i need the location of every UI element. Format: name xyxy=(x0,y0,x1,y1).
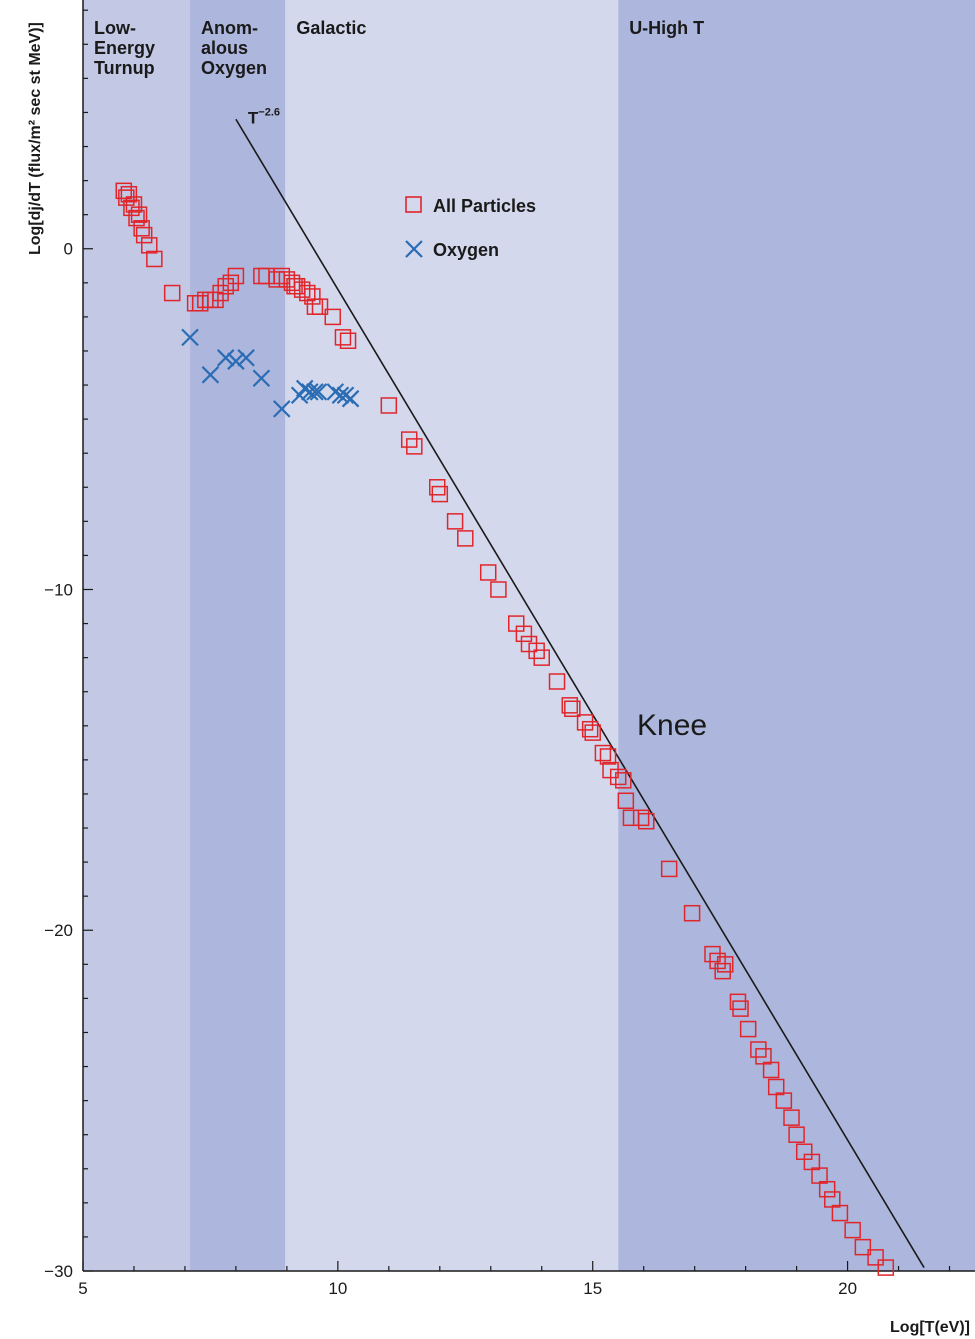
all-particles-point xyxy=(217,277,234,295)
all-particles-point xyxy=(637,812,655,830)
all-particles-point xyxy=(135,226,153,244)
all-particles-point xyxy=(581,720,599,738)
oxygen-point xyxy=(309,383,328,401)
region-labels: Low-Energy Turnup Anom-alous Oxygen Galactic… xyxy=(94,18,704,78)
all-particles-point xyxy=(125,196,143,213)
all-particles-point xyxy=(584,724,601,741)
all-particles-point xyxy=(599,748,617,765)
all-particles-point xyxy=(783,1109,800,1126)
all-particles-point xyxy=(533,649,550,666)
all-particles-point xyxy=(660,860,678,878)
y-tick-label: 0 xyxy=(64,240,73,259)
all-particles-point xyxy=(548,673,566,690)
y-axis-ticks: 0 −10 −20 −30 xyxy=(44,9,93,1281)
region-band-galactic xyxy=(285,0,619,1271)
all-particles-point xyxy=(788,1126,805,1143)
all-particles-point xyxy=(739,1020,757,1038)
all-particles-point xyxy=(457,530,474,547)
all-particles-point xyxy=(775,1092,793,1109)
region-band-u-high-t xyxy=(618,0,975,1271)
all-particles-point xyxy=(844,1221,861,1239)
all-particles-point xyxy=(683,904,701,922)
all-particles-point xyxy=(564,700,581,718)
oxygen-point xyxy=(181,328,199,347)
all-particles-point xyxy=(120,185,138,203)
all-particles-point xyxy=(146,250,163,268)
oxygen-point xyxy=(295,379,314,398)
all-particles-point xyxy=(617,792,635,810)
all-particles-point xyxy=(130,206,148,223)
power-law-label: T−2.6 xyxy=(248,106,280,127)
all-particles-point xyxy=(324,308,342,326)
all-particles-point xyxy=(818,1180,836,1198)
all-particles-point xyxy=(446,513,464,530)
x-tick-label: 15 xyxy=(583,1279,602,1298)
oxygen-point xyxy=(273,400,291,418)
all-particles-point xyxy=(561,697,579,714)
all-particles-point xyxy=(128,209,145,227)
oxygen-point xyxy=(331,386,350,405)
legend-label-all-particles: All Particles xyxy=(433,196,536,216)
power-law-base: T xyxy=(248,108,259,127)
region-band-anom-alous-oxygen xyxy=(190,0,286,1271)
x-axis-ticks: 5 10 15 20 xyxy=(78,1261,951,1298)
x-tick-label: 10 xyxy=(328,1279,347,1298)
x-axis-title: Log[T(eV)] xyxy=(890,1319,970,1336)
x-tick-label: 20 xyxy=(838,1279,857,1298)
all-particles-point xyxy=(431,485,449,503)
oxygen-point xyxy=(341,389,360,408)
x-tick-label: 5 xyxy=(78,1279,87,1298)
all-particles-point xyxy=(716,956,734,973)
all-particles-point xyxy=(163,284,181,302)
series-all-particles xyxy=(115,182,895,1276)
all-particles-point xyxy=(732,1000,749,1017)
oxygen-point xyxy=(336,386,355,405)
all-particles-point xyxy=(227,267,245,285)
oxygen-point xyxy=(252,369,271,388)
region-label-galactic: Galactic xyxy=(296,18,366,38)
all-particles-point xyxy=(877,1259,895,1276)
all-particles-point xyxy=(339,332,357,350)
all-particles-point xyxy=(141,237,158,254)
all-particles-point xyxy=(867,1249,884,1266)
series-oxygen xyxy=(181,328,360,418)
region-label-low-energy-turnup: Low-Energy Turnup xyxy=(94,18,155,78)
legend-marker-all-particles xyxy=(405,196,422,213)
all-particles-point xyxy=(632,809,650,827)
oxygen-point xyxy=(237,349,255,367)
legend-marker-oxygen xyxy=(405,240,423,258)
region-label-anom-alous-oxygen: Anom-alous Oxygen xyxy=(201,18,267,78)
all-particles-point xyxy=(490,581,507,598)
oxygen-point xyxy=(326,383,345,401)
y-tick-label: −10 xyxy=(44,580,73,599)
energy-regions xyxy=(83,0,975,1271)
y-axis-title: Log[dj/dT (flux/m² sec st MeV)] xyxy=(27,22,44,255)
knee-annotation: Knee xyxy=(637,709,707,742)
power-law-exponent: −2.6 xyxy=(258,106,280,118)
oxygen-point xyxy=(227,352,245,370)
all-particles-point xyxy=(380,397,398,414)
legend-label-oxygen: Oxygen xyxy=(433,240,499,260)
all-particles-point xyxy=(831,1204,849,1222)
oxygen-point xyxy=(216,349,235,367)
all-particles-point xyxy=(615,772,632,789)
all-particles-point xyxy=(311,298,329,315)
all-particles-point xyxy=(594,744,612,762)
all-particles-point xyxy=(854,1238,872,1256)
all-particles-point xyxy=(515,625,533,643)
oxygen-point xyxy=(306,383,324,401)
all-particles-point xyxy=(762,1061,780,1079)
y-tick-label: −20 xyxy=(44,921,73,940)
region-label-u-high-t: U-High T xyxy=(629,18,704,38)
all-particles-point xyxy=(479,564,497,581)
legend: All Particles Oxygen xyxy=(405,196,536,260)
oxygen-point xyxy=(301,383,319,401)
power-law-line xyxy=(235,118,925,1269)
all-particles-point xyxy=(609,768,627,786)
all-particles-point xyxy=(406,438,423,455)
all-particles-point xyxy=(334,329,352,346)
y-tick-label: −30 xyxy=(44,1262,73,1281)
oxygen-point xyxy=(201,366,220,384)
